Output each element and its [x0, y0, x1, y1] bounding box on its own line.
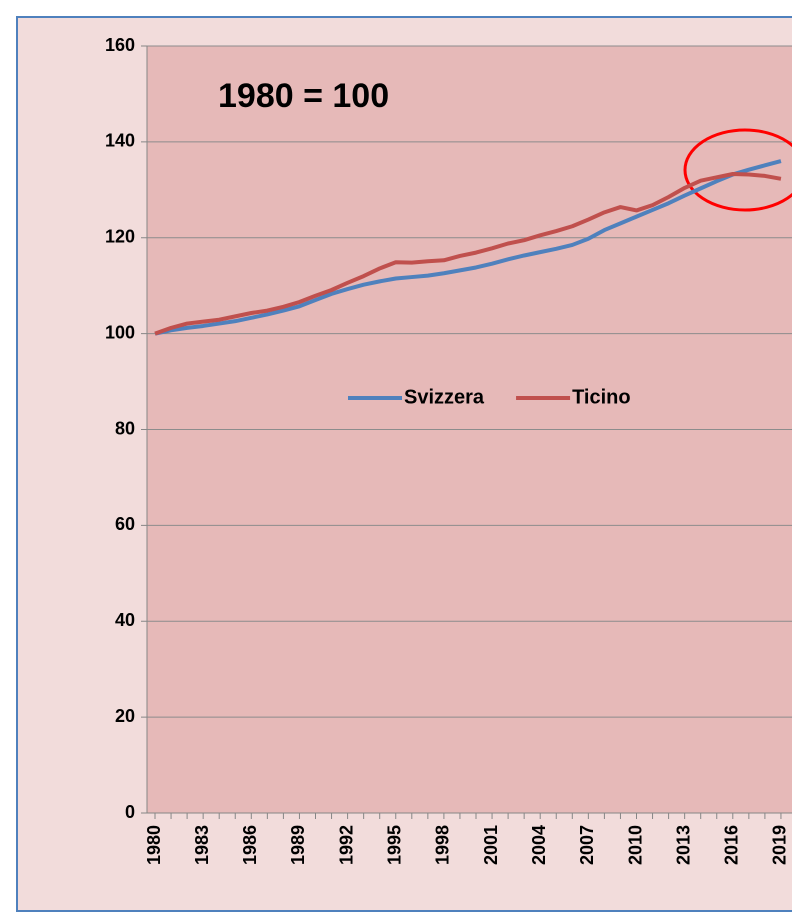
- y-tick-label: 20: [115, 706, 135, 726]
- y-tick-label: 60: [115, 514, 135, 534]
- grid: [147, 45, 792, 814]
- y-tick-label: 0: [125, 802, 135, 822]
- x-tick-label: 1989: [288, 825, 308, 865]
- x-tick-label: 2007: [577, 825, 597, 865]
- x-tick-label: 2019: [770, 825, 790, 865]
- x-tick-label: 1992: [336, 825, 356, 865]
- y-tick-label: 100: [105, 322, 135, 342]
- x-tick-label: 1980: [144, 825, 164, 865]
- y-tick-label: 80: [115, 418, 135, 438]
- x-tick-label: 2001: [481, 825, 501, 865]
- y-tick-label: 40: [115, 610, 135, 630]
- x-tick-label: 1995: [385, 825, 405, 865]
- highlight-ellipse: [683, 128, 792, 212]
- legend-label: Svizzera: [404, 386, 485, 408]
- x-tick-label: 2013: [673, 825, 693, 865]
- legend-label: Ticino: [572, 386, 631, 408]
- line-series: [154, 171, 782, 336]
- annotation: 1980 = 100: [218, 77, 389, 115]
- x-tick-label: 2010: [625, 825, 645, 865]
- x-tick-label: 1983: [192, 825, 212, 865]
- x-tick-label: 1986: [240, 825, 260, 865]
- x-tick-label: 2004: [529, 825, 549, 865]
- y-tick-label: 120: [105, 227, 135, 247]
- y-tick-label: 140: [105, 131, 135, 151]
- x-tick-label: 2016: [722, 825, 742, 865]
- line-series: [154, 159, 782, 336]
- y-tick-label: 160: [105, 35, 135, 55]
- x-tick-label: 1998: [433, 825, 453, 865]
